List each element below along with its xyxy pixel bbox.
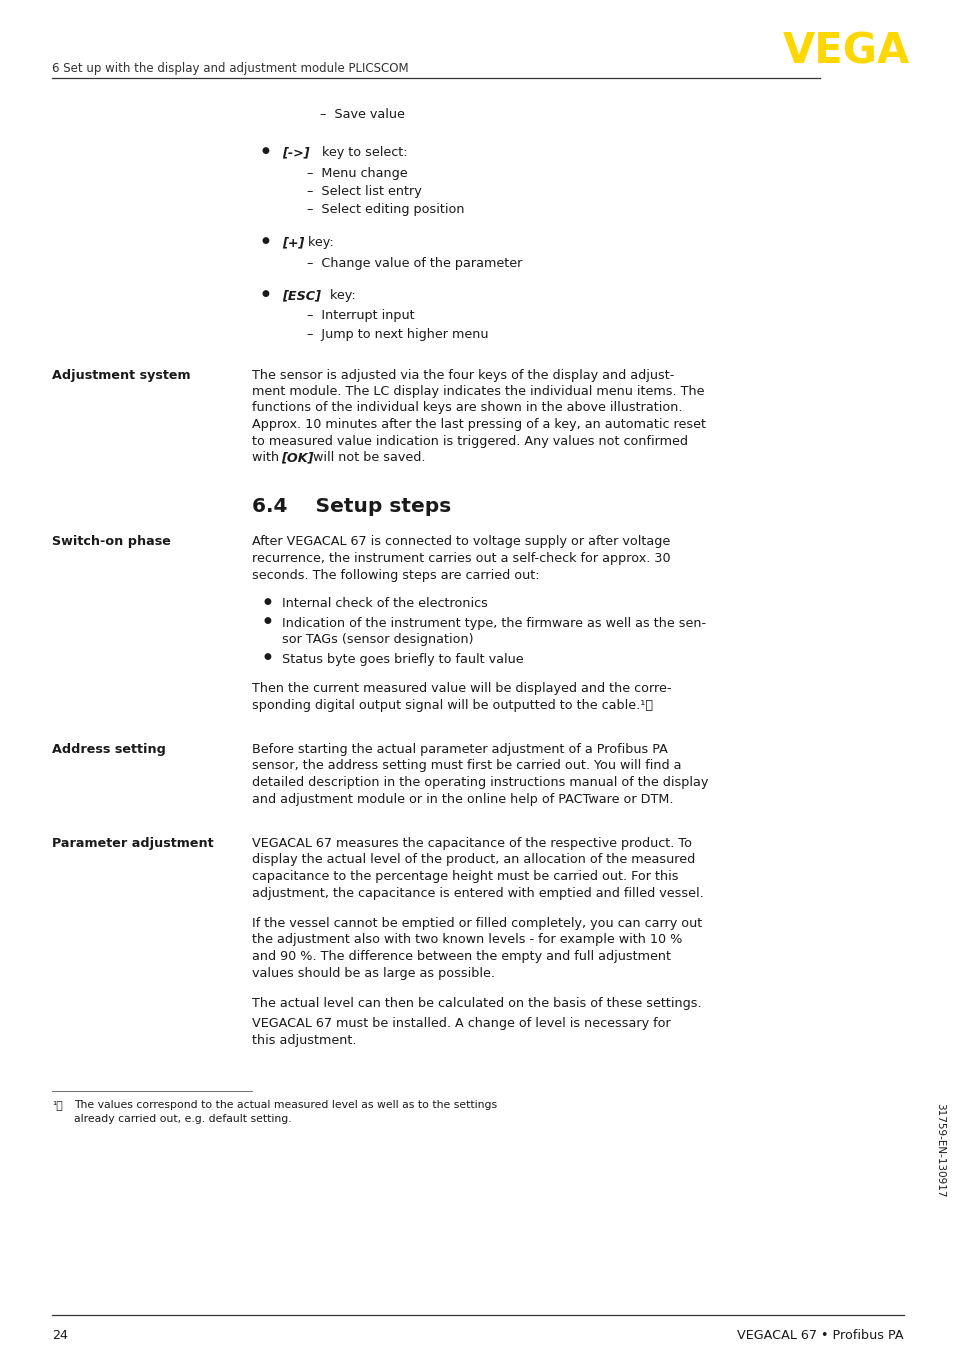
Text: sponding digital output signal will be outputted to the cable.¹⧠: sponding digital output signal will be o… [252,699,652,711]
Text: –  Select list entry: – Select list entry [307,185,421,198]
Text: [->]: [->] [282,146,310,158]
Text: –  Change value of the parameter: – Change value of the parameter [307,256,522,269]
Text: Then the current measured value will be displayed and the corre-: Then the current measured value will be … [252,682,671,695]
Text: key:: key: [326,288,355,302]
Text: display the actual level of the product, an allocation of the measured: display the actual level of the product,… [252,853,695,867]
Text: and adjustment module or in the online help of PACTware or DTM.: and adjustment module or in the online h… [252,792,673,806]
Text: The actual level can then be calculated on the basis of these settings.: The actual level can then be calculated … [252,997,700,1010]
Text: with: with [252,451,283,464]
Text: –  Menu change: – Menu change [307,167,407,180]
Text: Switch-on phase: Switch-on phase [52,535,171,548]
Text: VEGACAL 67 • Profibus PA: VEGACAL 67 • Profibus PA [737,1330,903,1342]
Text: key:: key: [304,236,334,249]
Text: After VEGACAL 67 is connected to voltage supply or after voltage: After VEGACAL 67 is connected to voltage… [252,535,670,548]
Text: VEGACAL 67 must be installed. A change of level is necessary for: VEGACAL 67 must be installed. A change o… [252,1017,670,1030]
Text: already carried out, e.g. default setting.: already carried out, e.g. default settin… [74,1114,292,1124]
Text: Internal check of the electronics: Internal check of the electronics [282,597,487,611]
Text: Before starting the actual parameter adjustment of a Profibus PA: Before starting the actual parameter adj… [252,743,667,756]
Text: [+]: [+] [282,236,304,249]
Text: 24: 24 [52,1330,68,1342]
Text: ●: ● [262,288,270,298]
Text: 6.4    Setup steps: 6.4 Setup steps [252,497,451,516]
Text: values should be as large as possible.: values should be as large as possible. [252,967,495,979]
Text: ●: ● [262,146,270,154]
Text: the adjustment also with two known levels - for example with 10 %: the adjustment also with two known level… [252,933,681,946]
Text: If the vessel cannot be emptied or filled completely, you can carry out: If the vessel cannot be emptied or fille… [252,917,701,930]
Text: seconds. The following steps are carried out:: seconds. The following steps are carried… [252,569,539,581]
Text: Approx. 10 minutes after the last pressing of a key, an automatic reset: Approx. 10 minutes after the last pressi… [252,418,705,431]
Text: ●: ● [264,597,272,607]
Text: –  Jump to next higher menu: – Jump to next higher menu [307,328,488,341]
Text: 6 Set up with the display and adjustment module PLICSCOM: 6 Set up with the display and adjustment… [52,62,408,74]
Text: Parameter adjustment: Parameter adjustment [52,837,213,850]
Text: to measured value indication is triggered. Any values not confirmed: to measured value indication is triggere… [252,435,687,448]
Text: detailed description in the operating instructions manual of the display: detailed description in the operating in… [252,776,708,789]
Text: ¹⧠: ¹⧠ [52,1101,63,1110]
Text: Status byte goes briefly to fault value: Status byte goes briefly to fault value [282,653,523,666]
Text: ●: ● [264,616,272,626]
Text: VEGACAL 67 measures the capacitance of the respective product. To: VEGACAL 67 measures the capacitance of t… [252,837,691,850]
Text: –  Select editing position: – Select editing position [307,203,464,217]
Text: Indication of the instrument type, the firmware as well as the sen-
sor TAGs (se: Indication of the instrument type, the f… [282,616,705,646]
Text: key to select:: key to select: [317,146,407,158]
Text: adjustment, the capacitance is entered with emptied and filled vessel.: adjustment, the capacitance is entered w… [252,887,703,899]
Text: ment module. The LC display indicates the individual menu items. The: ment module. The LC display indicates th… [252,385,703,398]
Text: VEGA: VEGA [781,30,909,72]
Text: recurrence, the instrument carries out a self-check for approx. 30: recurrence, the instrument carries out a… [252,552,670,565]
Text: ●: ● [262,236,270,245]
Text: and 90 %. The difference between the empty and full adjustment: and 90 %. The difference between the emp… [252,951,670,963]
Text: The sensor is adjusted via the four keys of the display and adjust-: The sensor is adjusted via the four keys… [252,368,674,382]
Text: [OK]: [OK] [281,451,314,464]
Text: Address setting: Address setting [52,743,166,756]
Text: functions of the individual keys are shown in the above illustration.: functions of the individual keys are sho… [252,402,681,414]
Text: Adjustment system: Adjustment system [52,368,191,382]
Text: capacitance to the percentage height must be carried out. For this: capacitance to the percentage height mus… [252,871,678,883]
Text: will not be saved.: will not be saved. [309,451,425,464]
Text: ●: ● [264,653,272,662]
Text: 31759-EN-130917: 31759-EN-130917 [934,1102,944,1197]
Text: [ESC]: [ESC] [282,288,320,302]
Text: –  Save value: – Save value [319,108,404,121]
Text: sensor, the address setting must first be carried out. You will find a: sensor, the address setting must first b… [252,760,680,773]
Text: The values correspond to the actual measured level as well as to the settings: The values correspond to the actual meas… [74,1101,497,1110]
Text: this adjustment.: this adjustment. [252,1034,356,1047]
Text: –  Interrupt input: – Interrupt input [307,310,415,322]
